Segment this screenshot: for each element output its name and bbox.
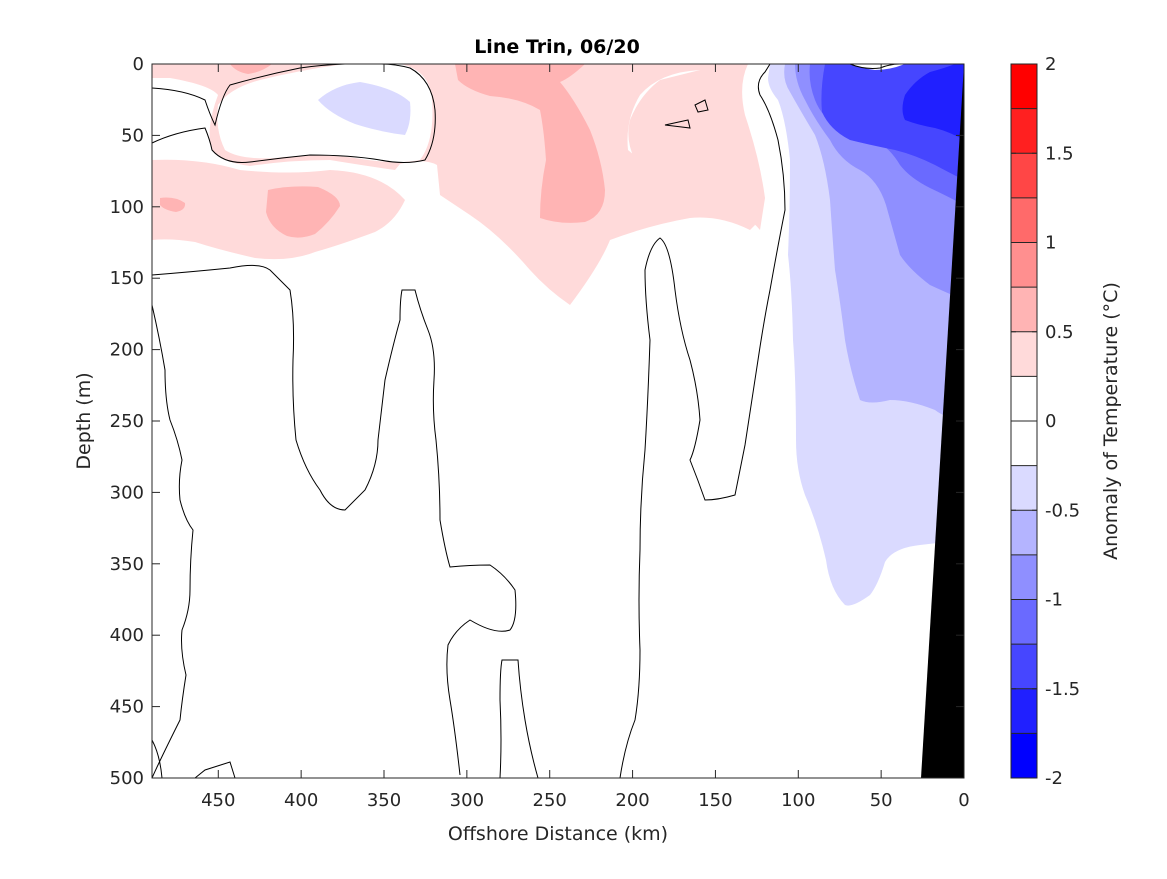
x-tick-label: 350: [367, 790, 401, 811]
y-tick-label: 0: [133, 54, 144, 75]
x-axis-ticks: 450 400 350 300 250 200 150 100 50 0: [201, 64, 970, 811]
x-tick-label: 300: [450, 790, 484, 811]
colorbar-level: [1011, 376, 1037, 421]
colorbar-tick-label: 1.5: [1045, 143, 1074, 164]
y-tick-label: 200: [110, 340, 144, 361]
colorbar-tick-label: 1: [1045, 233, 1056, 254]
anomaly-positive-medium: [160, 64, 605, 238]
colorbar-tick-label: 2: [1045, 54, 1056, 75]
x-tick-label: 200: [615, 790, 649, 811]
x-tick-label: 50: [870, 790, 893, 811]
y-tick-label: 300: [110, 482, 144, 503]
x-tick-label: 0: [958, 790, 969, 811]
y-tick-label: 150: [110, 268, 144, 289]
anomaly-negative-patch: [318, 82, 411, 135]
colorbar-tick-label: -2: [1045, 768, 1063, 789]
x-tick-label: 450: [201, 790, 235, 811]
colorbar-level: [1011, 242, 1037, 288]
y-tick-label: 350: [110, 554, 144, 575]
colorbar-level: [1011, 153, 1037, 198]
colorbar-tick-label: -1.5: [1045, 679, 1080, 700]
colorbar-level: [1011, 733, 1037, 778]
colorbar-level: [1011, 108, 1037, 154]
colorbar-tick-label: -0.5: [1045, 500, 1080, 521]
x-axis-label: Offshore Distance (km): [448, 823, 668, 845]
colorbar-level: [1011, 554, 1037, 600]
y-tick-label: 100: [110, 197, 144, 218]
y-axis-label: Depth (m): [73, 372, 95, 469]
bathymetry-mask: [921, 64, 964, 778]
contour-lines: [151, 63, 901, 779]
plot-area: 450 400 350 300 250 200 150 100 50 0 050100150200…: [110, 54, 970, 811]
chart-title: Line Trin, 06/20: [474, 36, 640, 58]
y-tick-label: 50: [121, 125, 144, 146]
y-axis-ticks: 0 50 100 150 200 250 300 350 400 450 500: [110, 54, 964, 789]
y-tick-label: 250: [110, 411, 144, 432]
colorbar-ticks: 2 1.5 1 0.5 0 -0.5 -1 -1.5 -2: [1011, 54, 1080, 789]
colorbar-level: [1011, 421, 1037, 466]
y-tick-label: 400: [110, 625, 144, 646]
colorbar-level: [1011, 510, 1037, 555]
x-tick-label: 400: [284, 790, 318, 811]
colorbar-level: [1011, 688, 1037, 734]
x-tick-label: 100: [781, 790, 815, 811]
colorbar-level: [1011, 287, 1037, 332]
colorbar-tick-label: 0.5: [1045, 322, 1074, 343]
y-tick-label: 500: [110, 768, 144, 789]
colorbar: [1010, 63, 1038, 779]
colorbar-label: Anomaly of Temperature (°C): [1100, 282, 1122, 560]
colorbar-level: [1011, 644, 1037, 689]
colorbar-level: [1011, 465, 1037, 511]
colorbar-level: [1011, 599, 1037, 645]
colorbar-level: [1011, 331, 1037, 377]
colorbar-level: [1011, 64, 1037, 109]
x-tick-label: 150: [698, 790, 732, 811]
x-tick-label: 250: [533, 790, 567, 811]
colorbar-tick-label: -1: [1045, 590, 1063, 611]
colorbar-level: [1011, 197, 1037, 243]
y-tick-label: 450: [110, 697, 144, 718]
colorbar-tick-label: 0: [1045, 411, 1056, 432]
anomaly-negative-coastal: [768, 64, 964, 606]
